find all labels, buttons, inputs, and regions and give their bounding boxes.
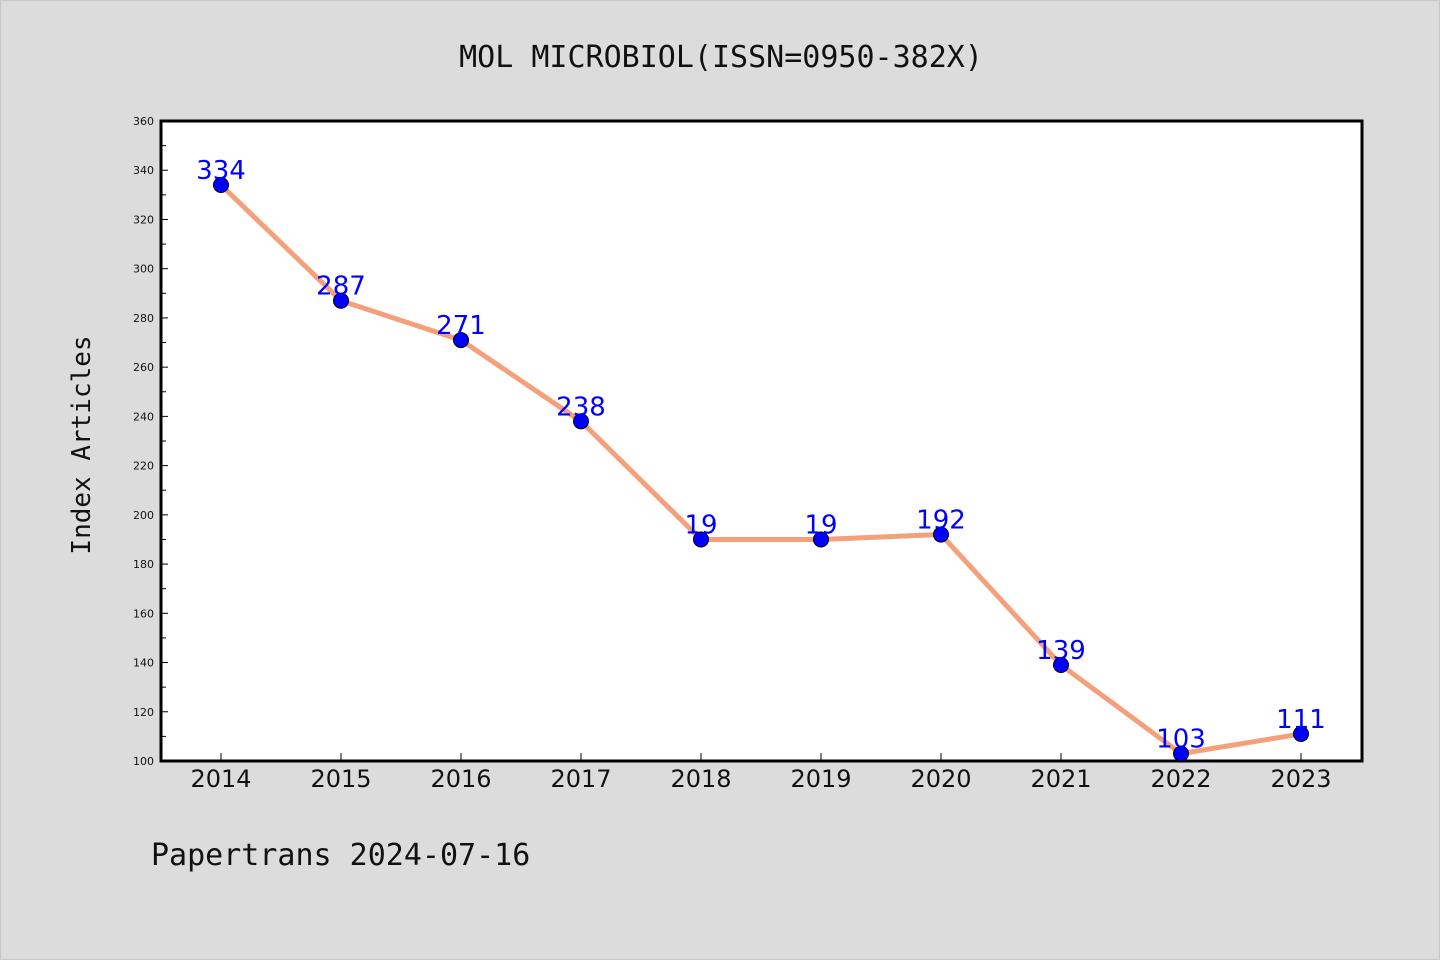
x-tick-label: 2016: [430, 765, 491, 793]
x-tick-label: 2019: [790, 765, 851, 793]
data-labels-group: 334 287 271 238 19 19 192 139 103 111: [196, 156, 1326, 755]
data-label: 271: [436, 311, 486, 341]
data-label: 111: [1276, 705, 1326, 735]
y-tick-label: 220: [133, 460, 154, 473]
y-tick-label: 300: [133, 263, 154, 276]
data-label: 192: [916, 506, 966, 536]
data-label: 139: [1036, 636, 1086, 666]
y-tick-label: 260: [133, 361, 154, 374]
footer-watermark: Papertrans 2024-07-16: [151, 838, 530, 873]
y-tick-label: 160: [133, 607, 154, 620]
x-tick-label: 2017: [550, 765, 611, 793]
series-markers-group: [213, 177, 1309, 762]
data-point: [1293, 725, 1309, 742]
data-point: [453, 332, 469, 349]
series-line: [218, 182, 1304, 757]
y-tick-label: 100: [133, 755, 154, 768]
data-point: [813, 531, 829, 548]
data-label: 19: [804, 510, 837, 540]
data-label: 19: [684, 510, 717, 540]
y-axis: 100 120 140 160 180 200 220 240 260 280 300 320 340 3…: [133, 115, 168, 768]
data-label: 103: [1156, 725, 1206, 755]
x-tick-label: 2021: [1030, 765, 1091, 793]
y-axis-label: Index Articles: [67, 335, 97, 554]
x-tick-label: 2018: [670, 765, 731, 793]
x-tick-label: 2022: [1150, 765, 1211, 793]
y-tick-label: 200: [133, 509, 154, 522]
data-label: 334: [196, 156, 246, 186]
data-point: [573, 413, 589, 430]
y-tick-label: 240: [133, 410, 154, 423]
chart-title: MOL MICROBIOL(ISSN=0950-382X): [459, 40, 983, 75]
data-label: 238: [556, 392, 606, 422]
y-tick-label: 320: [133, 213, 154, 226]
y-tick-label: 140: [133, 657, 154, 670]
data-point: [693, 531, 709, 548]
data-point: [933, 526, 949, 543]
x-axis: 2014 2015 2016 2017 2018 2019 2020 2021 2022 2023: [190, 753, 1332, 793]
data-label: 287: [316, 272, 366, 302]
x-tick-label: 2015: [310, 765, 371, 793]
y-tick-label: 360: [133, 115, 154, 128]
y-tick-label: 340: [133, 164, 154, 177]
data-point: [213, 177, 229, 193]
x-tick-label: 2014: [190, 765, 251, 793]
y-tick-label: 280: [133, 312, 154, 325]
data-point: [333, 292, 349, 309]
data-point: [1053, 657, 1069, 673]
y-tick-label: 180: [133, 558, 154, 571]
series-line-group: [218, 182, 1304, 757]
x-tick-label: 2020: [910, 765, 971, 793]
x-tick-label: 2023: [1270, 765, 1331, 793]
y-tick-label: 120: [133, 706, 154, 719]
plot-area: [159, 119, 1364, 763]
data-point: [1173, 745, 1189, 762]
